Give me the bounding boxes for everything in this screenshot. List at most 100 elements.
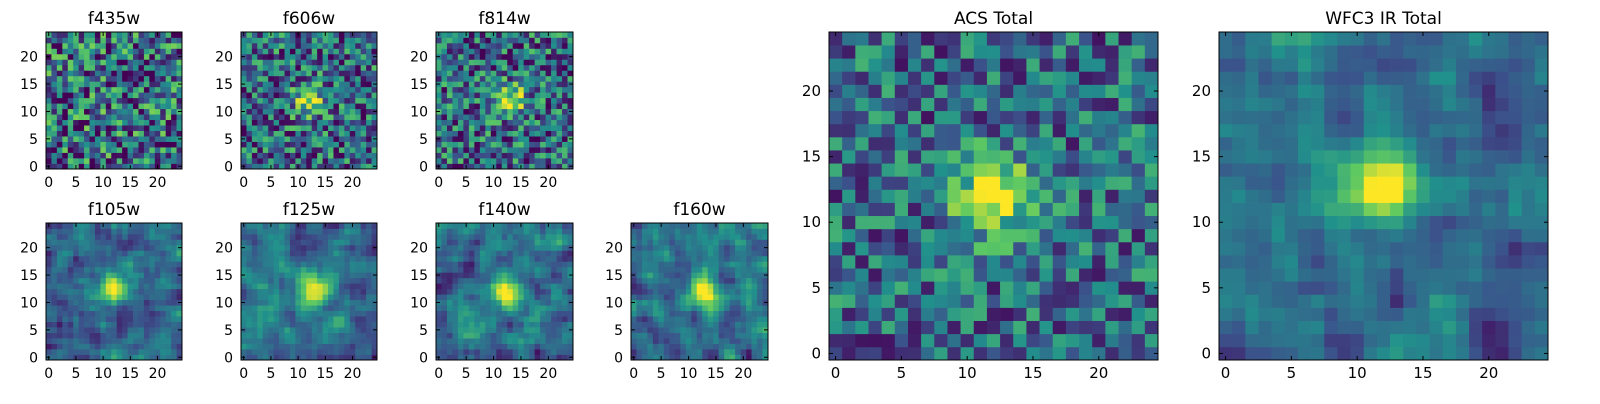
heatmap-cell (741, 256, 747, 262)
heatmap-cell (474, 114, 480, 120)
heatmap-cell (279, 92, 285, 98)
heatmap-cell (312, 70, 318, 76)
heatmap-cell (702, 239, 708, 245)
heatmap-cell (155, 81, 161, 87)
heatmap-cell (642, 333, 648, 339)
heatmap-cell (122, 355, 128, 361)
heatmap-cell (79, 333, 85, 339)
heatmap-cell (697, 245, 703, 251)
heatmap-cell (323, 109, 329, 115)
heatmap-cell (529, 355, 535, 361)
heatmap-cell (1092, 242, 1106, 255)
heatmap-cell (702, 289, 708, 295)
heatmap-cell (306, 48, 312, 54)
heatmap-cell (177, 70, 183, 76)
heatmap-cell (452, 261, 458, 267)
heatmap-cell (469, 114, 475, 120)
heatmap-cell (763, 267, 769, 273)
heatmap-cell (155, 305, 161, 311)
heatmap-cell (680, 228, 686, 234)
heatmap-cell (328, 355, 334, 361)
heatmap-cell (469, 267, 475, 273)
heatmap-cell (274, 120, 280, 126)
heatmap-cell (529, 164, 535, 170)
heatmap-cell (518, 142, 524, 148)
heatmap-cell (463, 333, 469, 339)
heatmap-cell (84, 164, 90, 170)
heatmap-cell (1053, 334, 1067, 347)
heatmap-cell (987, 189, 1001, 202)
heatmap-cell (312, 54, 318, 60)
heatmap-cell (57, 103, 63, 109)
heatmap-cell (160, 164, 166, 170)
heatmap-cell (746, 289, 752, 295)
heatmap-cell (1013, 308, 1027, 321)
heatmap-cell (1105, 255, 1119, 268)
heatmap-cell (529, 267, 535, 273)
heatmap-cell (122, 87, 128, 93)
heatmap-cell (518, 234, 524, 240)
heatmap-cell (317, 344, 323, 350)
heatmap-cell (328, 142, 334, 148)
heatmap-cell (166, 316, 172, 322)
heatmap-cell (669, 311, 675, 317)
heatmap-cell (763, 305, 769, 311)
heatmap-cell (312, 223, 318, 229)
heatmap-cell (708, 294, 714, 300)
heatmap-cell (513, 114, 519, 120)
heatmap-cell (631, 283, 637, 289)
heatmap-cell (680, 333, 686, 339)
heatmap-cell (317, 81, 323, 87)
heatmap-cell (513, 81, 519, 87)
heatmap-cell (447, 349, 453, 355)
heatmap-cell (1132, 189, 1146, 202)
heatmap-cell (691, 283, 697, 289)
heatmap-cell (485, 131, 491, 137)
heatmap-cell (111, 322, 117, 328)
heatmap-cell (529, 142, 535, 148)
heatmap-cell (496, 131, 502, 137)
heatmap-cell (57, 70, 63, 76)
heatmap-cell (350, 59, 356, 65)
heatmap-cell (540, 37, 546, 43)
heatmap-cell (507, 48, 513, 54)
heatmap-cell (1026, 216, 1040, 229)
heatmap-cell (474, 43, 480, 49)
heatmap-cell (79, 250, 85, 256)
heatmap-cell (1000, 242, 1014, 255)
heatmap-cell (100, 311, 106, 317)
heatmap-cell (908, 189, 922, 202)
heatmap-cell (529, 311, 535, 317)
heatmap-cell (166, 158, 172, 164)
heatmap-cell (469, 311, 475, 317)
heatmap-cell (171, 120, 177, 126)
heatmap-cell (274, 54, 280, 60)
heatmap-cell (480, 300, 486, 306)
heatmap-cell (100, 153, 106, 159)
heatmap-cell (752, 322, 758, 328)
heatmap-cell (155, 338, 161, 344)
heatmap-cell (842, 229, 856, 242)
heatmap-cell (763, 261, 769, 267)
heatmap-cell (160, 316, 166, 322)
heatmap-cell (469, 54, 475, 60)
heatmap-cell (480, 228, 486, 234)
heatmap-cell (474, 136, 480, 142)
heatmap-cell (908, 216, 922, 229)
heatmap-cell (241, 125, 247, 131)
heatmap-cell (149, 311, 155, 317)
heatmap-cell (441, 76, 447, 82)
heatmap-cell (133, 272, 139, 278)
heatmap-cell (149, 223, 155, 229)
heatmap-cell (285, 142, 291, 148)
heatmap-cell (177, 349, 183, 355)
heatmap-cell (441, 136, 447, 142)
heatmap-cell (675, 234, 681, 240)
heatmap-cell (295, 142, 301, 148)
heatmap-cell (1053, 242, 1067, 255)
x-tick-label: 0 (434, 175, 443, 191)
heatmap-cell (263, 37, 269, 43)
x-tick-label: 5 (71, 366, 80, 382)
heatmap-cell (675, 256, 681, 262)
heatmap-cell (290, 70, 296, 76)
